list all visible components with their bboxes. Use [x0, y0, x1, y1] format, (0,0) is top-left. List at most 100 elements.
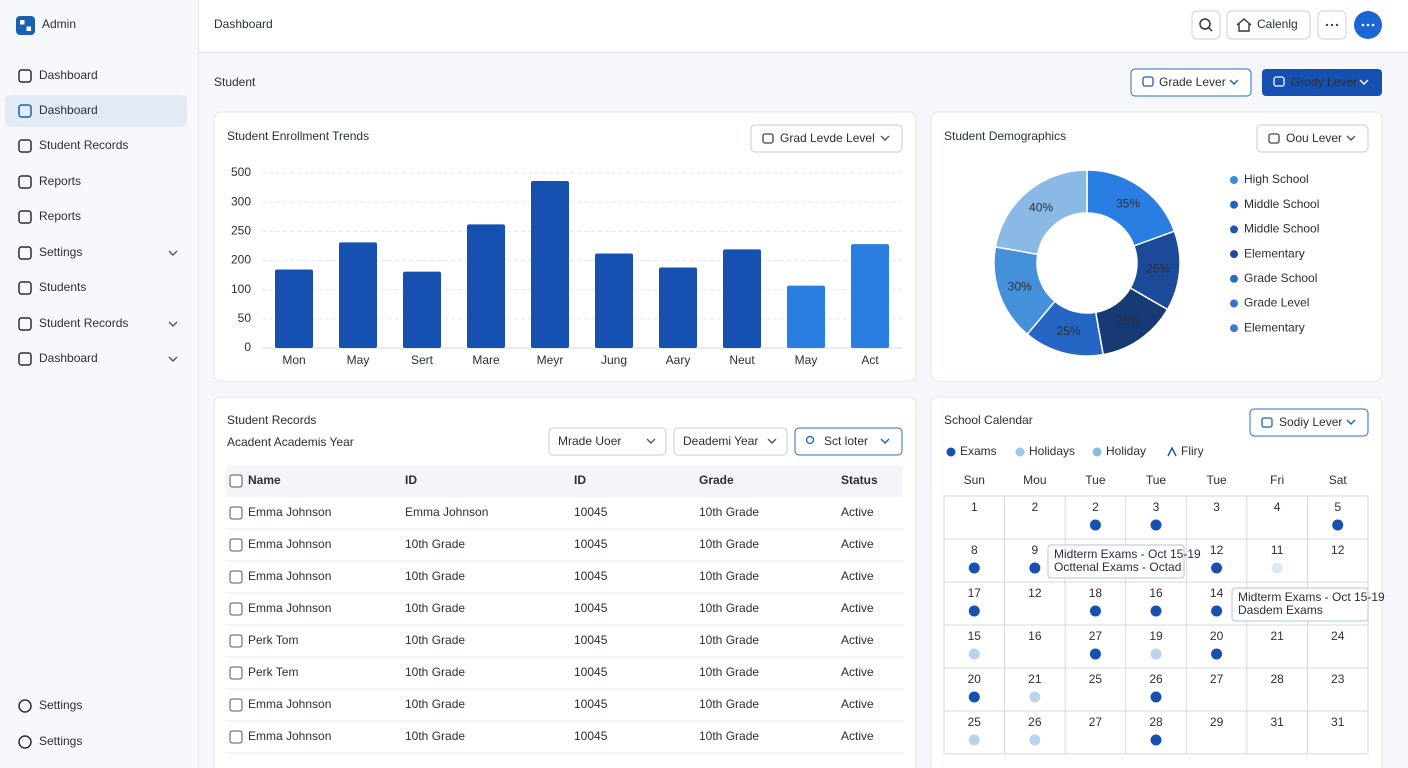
- filter-dropdown[interactable]: [673, 427, 788, 456]
- filter-button[interactable]: [1130, 68, 1252, 97]
- table-cell: 10th Grade: [699, 665, 759, 679]
- calendar-day[interactable]: 26: [1028, 715, 1042, 729]
- calendar-day[interactable]: 21: [1028, 672, 1042, 686]
- dropdown[interactable]: [1256, 124, 1369, 153]
- calendar-day[interactable]: 17: [968, 586, 982, 600]
- calendar-day[interactable]: 29: [1210, 715, 1224, 729]
- column-header: Grade: [699, 473, 734, 487]
- y-tick-label: 100: [231, 282, 251, 296]
- nav-item[interactable]: Reports: [39, 209, 81, 223]
- calendar-day[interactable]: 20: [1210, 629, 1224, 643]
- table-cell: Emma Johnson: [248, 505, 331, 519]
- calendar-button[interactable]: [1226, 10, 1311, 40]
- event-dot: [1150, 519, 1162, 531]
- calendar-day[interactable]: 3: [1213, 500, 1220, 514]
- chevron-icon: [1229, 79, 1239, 85]
- nav-item[interactable]: Reports: [39, 174, 81, 188]
- nav-item[interactable]: Settings: [39, 245, 82, 259]
- nav-item[interactable]: Dashboard: [39, 68, 98, 82]
- event-dot: [1150, 605, 1162, 617]
- calendar-day[interactable]: 26: [1149, 672, 1163, 686]
- calendar-day[interactable]: 25: [968, 715, 982, 729]
- primary-button[interactable]: [1262, 69, 1382, 96]
- nav-item[interactable]: Settings: [39, 734, 82, 748]
- button-label[interactable]: Grade Lever: [1159, 75, 1226, 89]
- filter-label[interactable]: Sct loter: [824, 434, 868, 448]
- legend-label: Elementary: [1244, 320, 1305, 334]
- calendar-day[interactable]: 19: [1149, 629, 1163, 643]
- calendar-day[interactable]: 24: [1331, 629, 1345, 643]
- checkbox[interactable]: [229, 666, 243, 680]
- bar: [339, 242, 377, 348]
- dropdown[interactable]: [750, 124, 903, 153]
- calendar-day[interactable]: 1: [971, 500, 978, 514]
- nav-icon: [18, 210, 32, 224]
- calendar-day[interactable]: 28: [1270, 672, 1284, 686]
- button-label[interactable]: Grody Lever: [1291, 75, 1357, 89]
- checkbox[interactable]: [229, 570, 243, 584]
- calendar-day[interactable]: 28: [1149, 715, 1163, 729]
- table-cell: 10th Grade: [699, 505, 759, 519]
- calendar-day[interactable]: 31: [1331, 715, 1345, 729]
- calendar-button-label[interactable]: Calenlg: [1257, 17, 1298, 31]
- calendar-day[interactable]: 25: [1089, 672, 1103, 686]
- calendar-day[interactable]: 12: [1028, 586, 1042, 600]
- calendar-day[interactable]: 16: [1028, 629, 1042, 643]
- calendar-day[interactable]: 27: [1210, 672, 1224, 686]
- checkbox[interactable]: [229, 698, 243, 712]
- calendar-day[interactable]: 27: [1089, 715, 1103, 729]
- table-cell: 10th Grade: [699, 569, 759, 583]
- bar: [851, 244, 889, 348]
- y-tick-label: 300: [231, 194, 251, 208]
- table-cell: Emma Johnson: [248, 537, 331, 551]
- calendar-day[interactable]: 9: [1032, 543, 1039, 557]
- chevron-icon: [1359, 79, 1369, 85]
- calendar-day[interactable]: 23: [1331, 672, 1345, 686]
- calendar-day[interactable]: 3: [1153, 500, 1160, 514]
- event-dot: [968, 734, 980, 746]
- nav-item[interactable]: Students: [39, 280, 86, 294]
- table-cell: 10th Grade: [405, 569, 465, 583]
- event-dot: [968, 648, 980, 660]
- checkbox[interactable]: [229, 602, 243, 616]
- dropdown[interactable]: [1249, 408, 1369, 437]
- calendar-day[interactable]: 18: [1089, 586, 1103, 600]
- calendar-day[interactable]: 11: [1271, 543, 1284, 557]
- calendar-day[interactable]: 4: [1274, 500, 1281, 514]
- calendar-day[interactable]: 14: [1210, 586, 1224, 600]
- checkbox[interactable]: [229, 474, 243, 488]
- table-cell: Active: [841, 697, 874, 711]
- calendar-day[interactable]: 15: [968, 629, 982, 643]
- calendar-day[interactable]: 2: [1092, 500, 1099, 514]
- search-button[interactable]: [1191, 10, 1221, 40]
- bar: [595, 253, 633, 348]
- table-cell: 10th Grade: [699, 601, 759, 615]
- nav-icon: [18, 699, 32, 713]
- calendar-day[interactable]: 12: [1210, 543, 1224, 557]
- checkbox[interactable]: [229, 730, 243, 744]
- checkbox[interactable]: [229, 538, 243, 552]
- table-cell: Emma Johnson: [405, 505, 488, 519]
- calendar-day[interactable]: 16: [1149, 586, 1163, 600]
- nav-item[interactable]: Student Records: [39, 138, 128, 152]
- calendar-day[interactable]: 8: [971, 543, 978, 557]
- nav-item[interactable]: Settings: [39, 698, 82, 712]
- calendar-day[interactable]: 21: [1270, 629, 1284, 643]
- x-tick-label: Aary: [666, 353, 691, 367]
- nav-item[interactable]: Dashboard: [39, 351, 98, 365]
- calendar-day[interactable]: 31: [1270, 715, 1284, 729]
- column-header: Status: [841, 473, 878, 487]
- calendar-day[interactable]: 2: [1032, 500, 1039, 514]
- filter-dropdown[interactable]: [548, 427, 667, 456]
- calendar-day[interactable]: 20: [968, 672, 982, 686]
- calendar-day[interactable]: 12: [1331, 543, 1345, 557]
- checkbox[interactable]: [229, 634, 243, 648]
- filter-button[interactable]: [794, 427, 903, 456]
- calendar-day[interactable]: 27: [1089, 629, 1103, 643]
- nav-item[interactable]: Student Records: [39, 316, 128, 330]
- event-dot: [1150, 734, 1162, 746]
- calendar-day[interactable]: 5: [1334, 500, 1341, 514]
- pie-label: 35%: [1116, 197, 1140, 211]
- nav-item[interactable]: Dashboard: [39, 103, 98, 117]
- checkbox[interactable]: [229, 506, 243, 520]
